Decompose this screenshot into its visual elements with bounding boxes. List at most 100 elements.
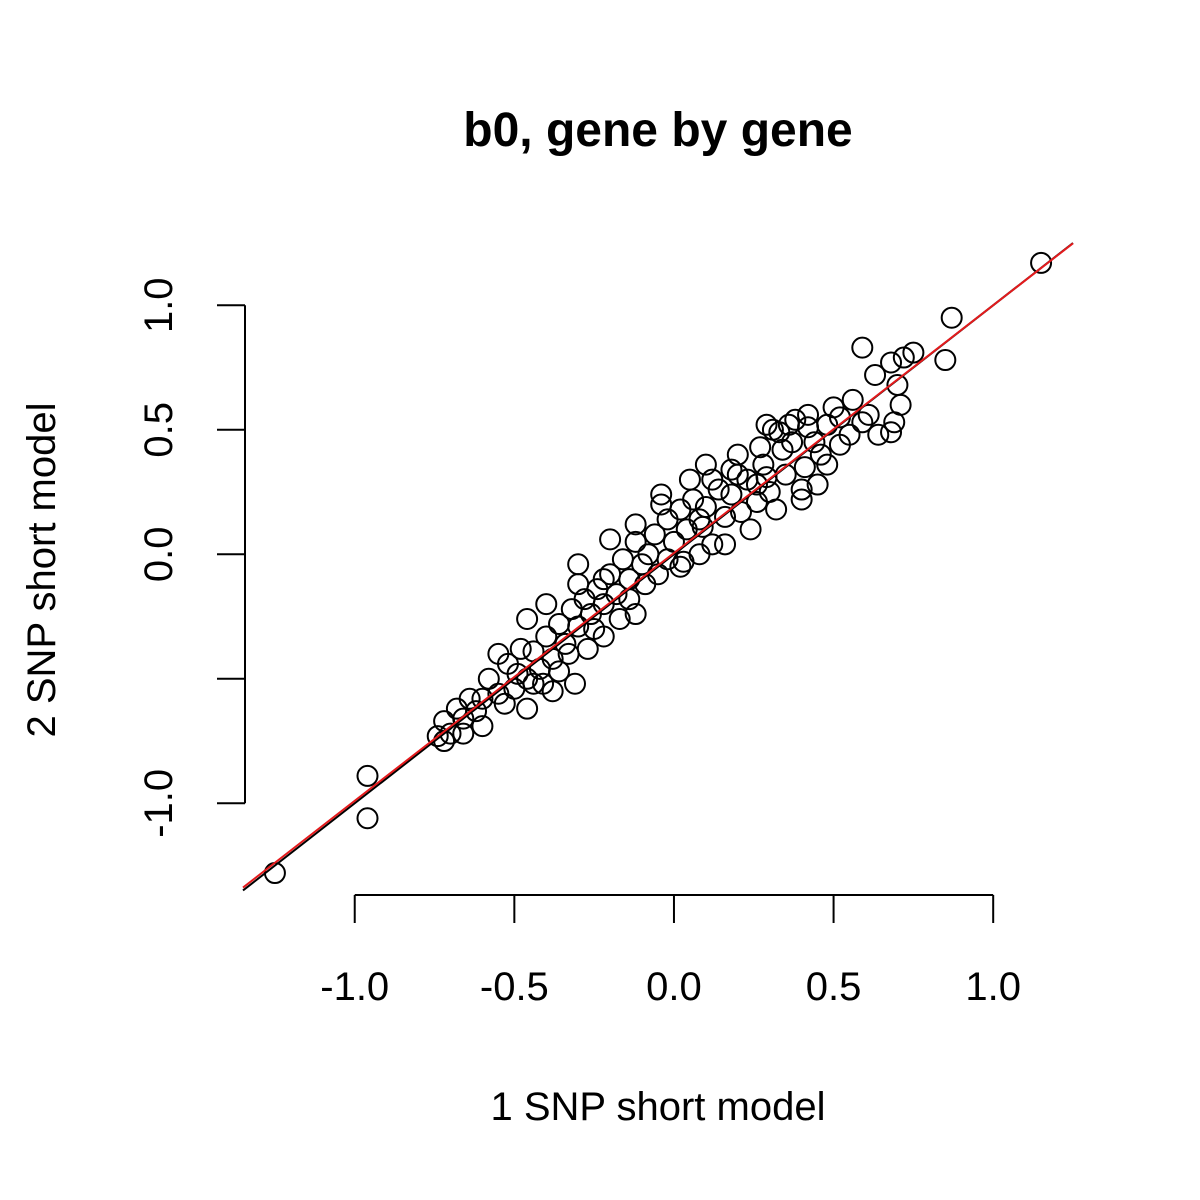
data-point (567, 553, 590, 576)
data-point (650, 493, 673, 516)
data-point (678, 468, 701, 491)
data-point (867, 423, 890, 446)
data-point (516, 697, 539, 720)
data-point (701, 468, 724, 491)
data-point (755, 413, 778, 436)
data-point (487, 642, 510, 665)
y-tick-label: 0.5 (137, 402, 181, 458)
data-point (656, 508, 679, 531)
data-point (506, 662, 529, 685)
data-point (749, 436, 772, 459)
x-tick-label: 0.5 (806, 965, 862, 1009)
data-point (841, 388, 864, 411)
data-point (880, 421, 903, 444)
data-point (650, 483, 673, 506)
data-point (793, 456, 816, 479)
data-point (611, 548, 634, 571)
data-point (522, 672, 545, 695)
data-point (720, 458, 743, 481)
y-axis: -1.0 0.0 0.5 1.0 (137, 277, 246, 838)
data-point (624, 513, 647, 536)
data-point (356, 764, 379, 787)
data-point (599, 563, 622, 586)
data-point (883, 411, 906, 434)
data-point (765, 498, 788, 521)
data-point (576, 637, 599, 660)
data-point (583, 617, 606, 640)
data-point (784, 408, 807, 431)
data-point (902, 341, 925, 364)
chart-title: b0, gene by gene (463, 104, 852, 157)
y-tick-label: -1.0 (137, 769, 181, 838)
fit-lines (242, 242, 1074, 892)
data-point (535, 625, 558, 648)
data-point (426, 725, 449, 748)
data-point (934, 349, 957, 372)
data-point (471, 687, 494, 710)
data-point (851, 336, 874, 359)
data-point (509, 637, 532, 660)
x-tick-label: -0.5 (480, 965, 549, 1009)
data-point (752, 453, 775, 476)
data-point (816, 453, 839, 476)
data-point (755, 466, 778, 489)
data-point (624, 530, 647, 553)
data-point (445, 697, 468, 720)
data-point (828, 433, 851, 456)
data-point (669, 555, 692, 578)
data-point (694, 453, 717, 476)
data-point (564, 672, 586, 695)
data-point (739, 518, 762, 541)
data-point (672, 550, 695, 573)
data-point (790, 478, 813, 501)
data-point (535, 593, 558, 616)
data-point (675, 518, 698, 541)
data-point (477, 667, 500, 690)
data-point (560, 598, 583, 621)
regression-line (242, 242, 1074, 889)
data-point (608, 608, 631, 631)
data-point (452, 722, 475, 745)
data-point (516, 608, 539, 631)
data-point (643, 523, 666, 546)
data-point (1030, 251, 1053, 274)
data-point (548, 613, 571, 636)
data-point (857, 403, 880, 426)
x-tick-label: 1.0 (965, 965, 1021, 1009)
data-point (701, 533, 724, 556)
data-point (864, 363, 887, 386)
data-point (714, 533, 737, 556)
data-point (548, 660, 571, 683)
data-point (714, 505, 737, 528)
data-point (624, 603, 647, 626)
data-point (493, 692, 516, 715)
data-point (803, 431, 826, 454)
data-point (745, 490, 768, 513)
data-point (656, 548, 679, 571)
y-tick-label: 1.0 (137, 277, 181, 333)
data-point (471, 715, 494, 738)
data-point (781, 431, 804, 454)
x-axis-label: 1 SNP short model (491, 1085, 826, 1129)
y-axis-label: 2 SNP short model (20, 403, 64, 738)
data-point (691, 515, 714, 538)
points-layer (263, 251, 1053, 885)
data-point (541, 680, 564, 703)
data-point (726, 443, 749, 466)
data-point (880, 351, 903, 374)
data-point (761, 418, 784, 441)
data-point (599, 528, 622, 551)
data-point (790, 488, 813, 511)
y-tick-label: 0.0 (137, 526, 181, 582)
data-point (592, 568, 615, 591)
data-point (806, 473, 829, 496)
data-point (356, 807, 379, 830)
data-point (851, 411, 874, 434)
data-point (797, 403, 820, 426)
data-point (720, 483, 743, 506)
x-axis: -1.0 -0.5 0.0 0.5 1.0 (320, 894, 1021, 1009)
data-point (940, 306, 963, 329)
